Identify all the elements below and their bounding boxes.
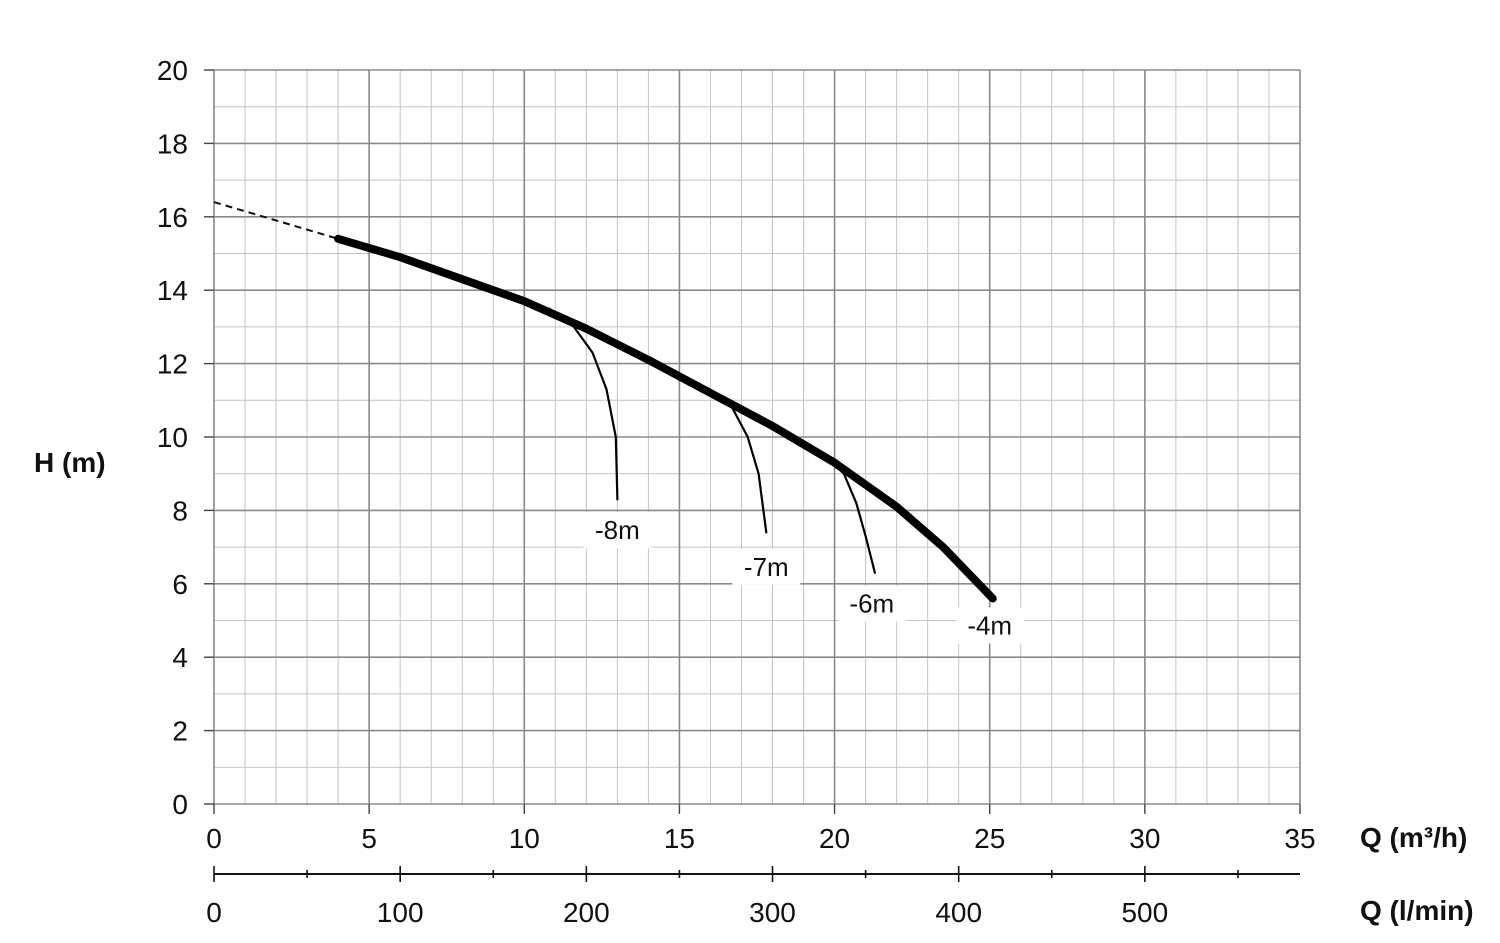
x-tick-label: 35 [1284, 823, 1315, 854]
x-tick-label: 10 [509, 823, 540, 854]
y-tick-label: 10 [157, 422, 188, 453]
x-axis-title: Q (m³/h) [1360, 822, 1467, 853]
curve-label: -7m [744, 552, 789, 582]
major-grid [204, 69, 1301, 814]
y-axis-ticks: 0 2 4 6 8 10 12 14 16 18 20 [157, 55, 188, 820]
curve-label-background [732, 548, 801, 585]
curve-label: -4m [967, 611, 1012, 641]
x-tick-label: 0 [206, 823, 222, 854]
x-tick-label: 25 [974, 823, 1005, 854]
x-tick-label: 15 [664, 823, 695, 854]
y-tick-label: 2 [172, 716, 188, 747]
y-tick-label: 4 [172, 642, 188, 673]
y-tick-label: 16 [157, 202, 188, 233]
x-tick-label: 30 [1129, 823, 1160, 854]
y-axis-title: H (m) [34, 447, 106, 478]
x2-tick-label: 100 [377, 897, 424, 928]
y-tick-label: 20 [157, 55, 188, 86]
x-tick-label: 20 [819, 823, 850, 854]
y-tick-label: 12 [157, 349, 188, 380]
x2-tick-label: 0 [206, 897, 222, 928]
curves [213, 201, 997, 603]
x2-tick-label: 400 [935, 897, 982, 928]
curve-minus-8m [548, 307, 619, 501]
x2-axis-title: Q (l/min) [1360, 895, 1474, 926]
x2-tick-label: 200 [563, 897, 610, 928]
main-curve-dashed-extension [213, 201, 339, 240]
y-tick-label: 14 [157, 275, 188, 306]
curve-label-background [837, 585, 906, 622]
curve-minus-7m [709, 391, 768, 534]
curve-label: -8m [595, 515, 640, 545]
x2-tick-label: 500 [1121, 897, 1168, 928]
curve-minus-6m [827, 457, 876, 574]
x-axis-ticks: 0 5 10 15 20 25 30 35 [206, 823, 1315, 854]
y-tick-label: 8 [172, 495, 188, 526]
x-tick-label: 5 [361, 823, 377, 854]
secondary-x-axis: 0 100 200 300 400 500 [206, 866, 1300, 928]
y-tick-label: 6 [172, 569, 188, 600]
x2-tick-label: 300 [749, 897, 796, 928]
curve-label: -6m [849, 588, 894, 618]
curve-label-background [955, 607, 1024, 644]
y-tick-label: 0 [172, 789, 188, 820]
curve-label-background [583, 512, 652, 549]
y-tick-label: 18 [157, 128, 188, 159]
main-pump-curve [334, 234, 997, 603]
curve-labels: -8m -7m -6m -4m [583, 512, 1024, 644]
